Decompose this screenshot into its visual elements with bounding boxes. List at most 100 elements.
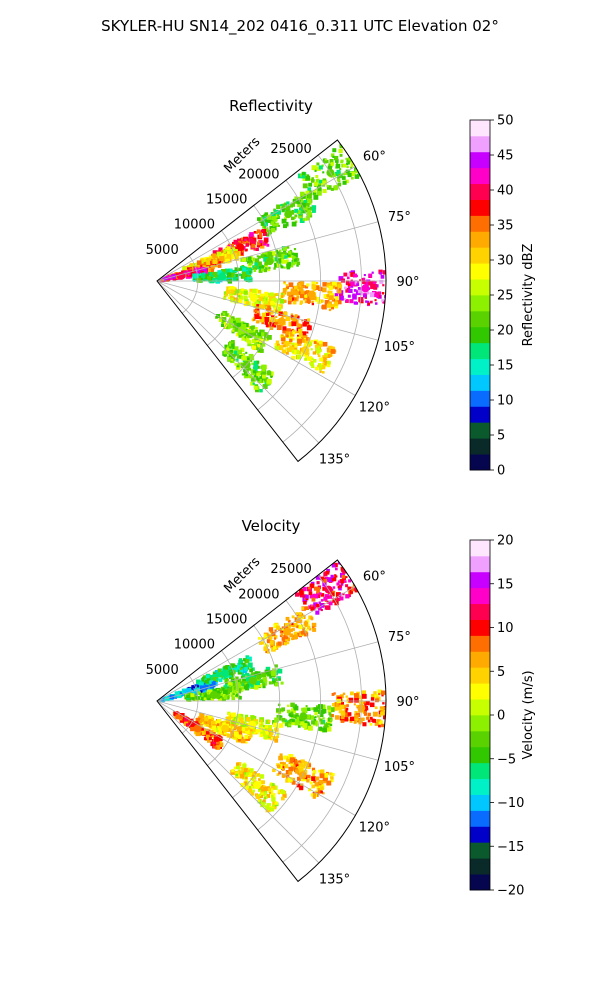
colorbar-tick-label: −15 (497, 840, 524, 855)
echo-cell (184, 683, 244, 702)
colorbar-segment (470, 571, 490, 589)
colorbar-segment (470, 874, 490, 891)
echo-cell (272, 702, 335, 733)
echo-core (249, 676, 257, 685)
colorbar-segment (470, 619, 490, 636)
echo-core (361, 284, 370, 293)
colorbar-tick-label: 5 (497, 429, 505, 444)
range-tick-label: 25000 (270, 562, 311, 577)
colorbar-segment (470, 603, 490, 620)
azimuth-gridline (156, 700, 356, 816)
azimuth-tick-label: 60° (363, 150, 386, 165)
colorbar-label: Reflectivity dBZ (521, 244, 536, 347)
colorbar-segment (470, 810, 490, 827)
echo-core (221, 724, 230, 733)
colorbar-segment (470, 762, 490, 780)
range-ring (207, 230, 240, 346)
colorbar-segment (470, 151, 490, 169)
colorbar-segment (470, 263, 490, 280)
echo-core (277, 317, 286, 326)
colorbar-segment (470, 326, 490, 344)
azimuth-gridline (156, 166, 356, 282)
range-tick-label: 15000 (206, 193, 247, 208)
azimuth-gridline (156, 280, 379, 341)
colorbar-tick-label: −20 (497, 884, 524, 899)
colorbar-segment (470, 555, 490, 573)
colorbar-tick-label: 0 (497, 464, 505, 479)
colorbar-tick-label: 0 (497, 709, 505, 724)
azimuth-tick-label: 60° (363, 570, 386, 585)
range-tick-label: 20000 (238, 167, 279, 182)
colorbar-tick-label: 20 (497, 534, 514, 549)
echo-core (284, 210, 293, 219)
colorbar-segment (470, 374, 490, 391)
figure-title: SKYLER-HU SN14_202 0416_0.311 UTC Elevat… (101, 17, 499, 36)
echo-cell (282, 280, 342, 312)
colorbar-segment (470, 540, 490, 557)
azimuth-tick-label: 135° (319, 453, 350, 468)
colorbar-segment (470, 183, 490, 200)
colorbar-tick-label: 15 (497, 577, 514, 592)
azimuth-gridline (156, 280, 320, 444)
colorbar-segment (470, 199, 490, 216)
range-tick-label: 25000 (270, 142, 311, 157)
range-ring (257, 600, 321, 831)
azimuth-gridline (156, 700, 379, 761)
colorbar-tick-label: 30 (497, 254, 514, 269)
echo-core (253, 781, 262, 790)
colorbar-segment (470, 730, 490, 748)
azimuth-gridline (156, 586, 356, 702)
azimuth-tick-label: 75° (388, 210, 411, 225)
colorbar-segment (470, 215, 490, 232)
colorbar-segment (470, 120, 490, 137)
echo-cell (272, 753, 335, 799)
panel-title: Reflectivity (229, 97, 313, 115)
colorbar-segment (470, 778, 490, 795)
echo-core (236, 243, 245, 252)
range-ring (232, 205, 281, 378)
colorbar-tick-label: 20 (497, 324, 514, 339)
colorbar-tick-label: −10 (497, 796, 524, 811)
azimuth-tick-label: 120° (359, 821, 390, 836)
range-ring (232, 625, 281, 798)
colorbar-tick-label: 10 (497, 621, 514, 636)
colorbar-segment (470, 683, 490, 700)
range-ring (257, 180, 321, 411)
azimuth-tick-label: 90° (396, 695, 419, 710)
colorbar-tick-label: 40 (497, 184, 514, 199)
colorbar-segment (470, 279, 490, 296)
colorbar-segment (470, 406, 490, 423)
colorbar-segment (470, 454, 490, 471)
colorbar-segment (470, 438, 490, 455)
range-tick-label: 15000 (206, 613, 247, 628)
azimuth-tick-label: 135° (319, 873, 350, 888)
colorbar-tick-label: −5 (497, 752, 516, 767)
range-tick-label: 10000 (174, 638, 215, 653)
azimuth-tick-label: 105° (384, 340, 415, 355)
colorbar-segment (470, 310, 490, 328)
echo-cell (223, 286, 285, 314)
echo-core (249, 294, 258, 302)
colorbar-tick-label: 15 (497, 359, 514, 374)
range-tick-label: 5000 (146, 243, 179, 258)
colorbar-segment (470, 746, 490, 764)
colorbar-segment (470, 135, 490, 153)
echo-core (193, 724, 202, 733)
colorbar-tick-label: 45 (497, 149, 514, 164)
echo-cell (215, 310, 272, 353)
azimuth-gridline (156, 700, 320, 864)
echo-cell (274, 331, 337, 374)
range-tick-label: 5000 (146, 663, 179, 678)
range-ring (207, 650, 240, 766)
echo-cell (334, 269, 386, 307)
colorbar-segment (470, 858, 490, 875)
colorbar-tick-label: 50 (497, 114, 514, 129)
echo-core (299, 712, 308, 721)
colorbar-segment (470, 247, 490, 264)
echo-cell (195, 713, 253, 744)
colorbar-segment (470, 667, 490, 684)
echo-core (265, 257, 274, 266)
azimuth-gridline (156, 221, 379, 282)
